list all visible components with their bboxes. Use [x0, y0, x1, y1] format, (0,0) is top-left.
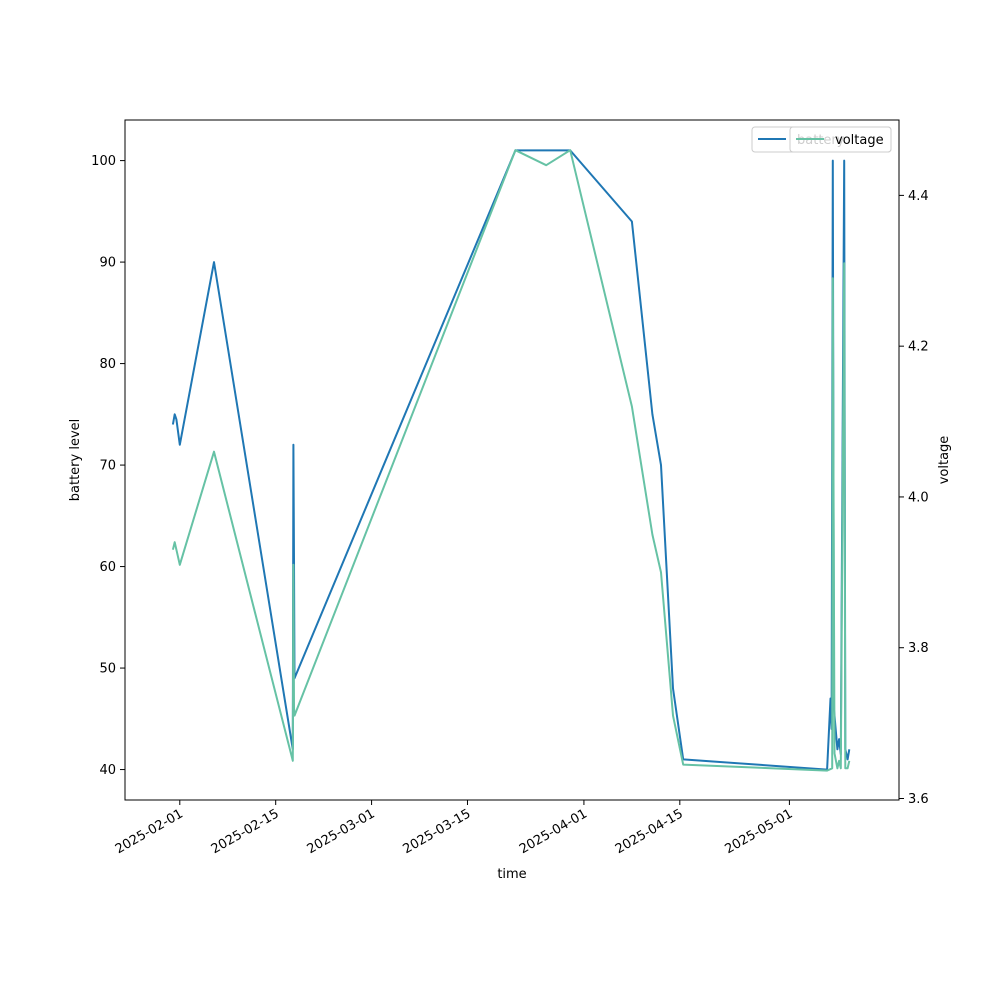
y-tick-label: 90	[99, 256, 116, 271]
y2-tick-label: 4.2	[908, 340, 929, 355]
y-tick-label: 100	[91, 154, 116, 169]
y-tick-label: 80	[99, 357, 116, 372]
y-axis-left-label: battery level	[68, 419, 83, 502]
y2-tick-label: 3.8	[908, 641, 929, 656]
x-axis-label: time	[497, 867, 526, 882]
y2-tick-label: 3.6	[908, 792, 929, 807]
y-axis-right-label: voltage	[937, 436, 952, 485]
legend-box-voltage: voltage	[789, 126, 892, 153]
plot-area	[124, 119, 900, 801]
y-tick-label: 60	[99, 560, 116, 575]
y-tick-label: 40	[99, 763, 116, 778]
series-layer	[171, 149, 851, 772]
legend: batteryvoltage	[751, 126, 892, 153]
legend-frame	[789, 126, 892, 153]
y-axis-left-ticks: 40 50 60 70 80 90 100	[91, 154, 125, 778]
y2-tick-label: 4.0	[908, 490, 929, 505]
y-tick-label: 50	[99, 662, 116, 677]
axes-frame	[124, 119, 900, 801]
y2-tick-label: 4.4	[908, 189, 929, 204]
y-axis-right-ticks: 3.6 3.8 4.0 4.2 4.4	[899, 189, 929, 807]
series-line-voltage	[171, 149, 851, 772]
y-tick-label: 70	[99, 459, 116, 474]
legend-label-voltage: voltage	[835, 133, 884, 148]
